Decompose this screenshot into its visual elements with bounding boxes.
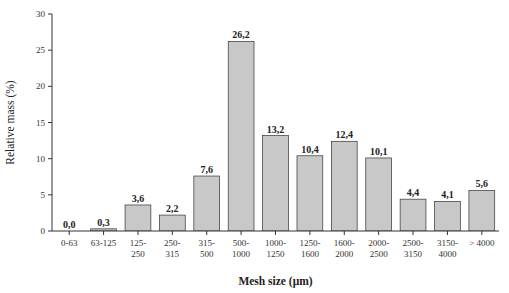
bar — [400, 199, 426, 231]
y-tick-label: 5 — [41, 190, 46, 200]
bar — [366, 158, 392, 231]
y-tick-label: 20 — [36, 81, 46, 91]
data-label: 12,4 — [336, 129, 354, 140]
x-tick — [137, 231, 138, 235]
x-tick-label: 2000-2500 — [368, 238, 389, 259]
bar — [194, 176, 220, 231]
bar — [159, 215, 185, 231]
y-tick-label: 10 — [36, 154, 46, 164]
x-tick — [206, 231, 207, 235]
y-tick-label: 0 — [41, 226, 46, 236]
x-tick — [69, 231, 70, 235]
y-tick — [48, 194, 52, 195]
data-label: 4,4 — [407, 187, 420, 198]
x-tick-label: 315-500 — [198, 238, 215, 259]
x-tick-label: 0-63 — [61, 238, 78, 248]
bar — [297, 156, 323, 231]
x-tick-label: 2500-3150 — [403, 238, 424, 259]
chart: 0,0 0,3 3,6 2,2 7,6 26,2 13,2 10,4 12,4 10,1 4,4 4,… — [0, 0, 509, 293]
y-tick-label: 25 — [36, 45, 46, 55]
x-tick-label: 250-315 — [164, 238, 181, 259]
x-tick — [413, 231, 414, 235]
data-label: 7,6 — [200, 164, 213, 175]
data-label: 0,3 — [97, 217, 110, 228]
bar — [331, 141, 357, 231]
bars — [91, 41, 495, 231]
bar — [125, 205, 151, 231]
data-label: 4,1 — [441, 189, 454, 200]
data-label: 10,4 — [301, 144, 319, 155]
x-tick — [481, 231, 482, 235]
y-tick — [48, 231, 52, 232]
data-label: 13,2 — [267, 124, 285, 135]
y-tick — [48, 14, 52, 15]
data-label: 10,1 — [370, 146, 388, 157]
data-label: 0,0 — [63, 219, 76, 230]
x-tick — [378, 231, 379, 235]
y-tick-label: 15 — [36, 118, 46, 128]
y-tick — [48, 122, 52, 123]
y-tick — [48, 158, 52, 159]
bar — [263, 136, 289, 231]
data-label: 2,2 — [166, 203, 179, 214]
x-tick-label: 125-250 — [130, 238, 147, 259]
x-tick — [103, 231, 104, 235]
bar — [469, 190, 495, 231]
x-tick-label: > 4000 — [469, 238, 495, 248]
y-axis-label: Relative mass (%) — [4, 80, 17, 164]
data-label: 26,2 — [232, 29, 250, 40]
x-axis-label: Mesh size (μm) — [238, 275, 312, 288]
y-tick — [48, 86, 52, 87]
data-label: 3,6 — [132, 193, 145, 204]
bar — [228, 41, 254, 231]
x-tick-label: 63-125 — [91, 238, 117, 248]
x-tick-label: 3150-4000 — [437, 238, 458, 259]
x-tick-label: 500-1000 — [232, 238, 251, 259]
bar — [435, 201, 461, 231]
y-tick — [48, 50, 52, 51]
x-tick — [172, 231, 173, 235]
x-tick — [447, 231, 448, 235]
x-tick — [241, 231, 242, 235]
x-tick — [344, 231, 345, 235]
data-label: 5,6 — [476, 178, 489, 189]
x-tick — [275, 231, 276, 235]
x-tick-label: 1000-1250 — [265, 238, 286, 259]
x-tick-label: 1250-1600 — [299, 238, 320, 259]
x-tick — [309, 231, 310, 235]
x-tick-label: 1600-2000 — [334, 238, 355, 259]
y-tick-label: 30 — [36, 9, 46, 19]
